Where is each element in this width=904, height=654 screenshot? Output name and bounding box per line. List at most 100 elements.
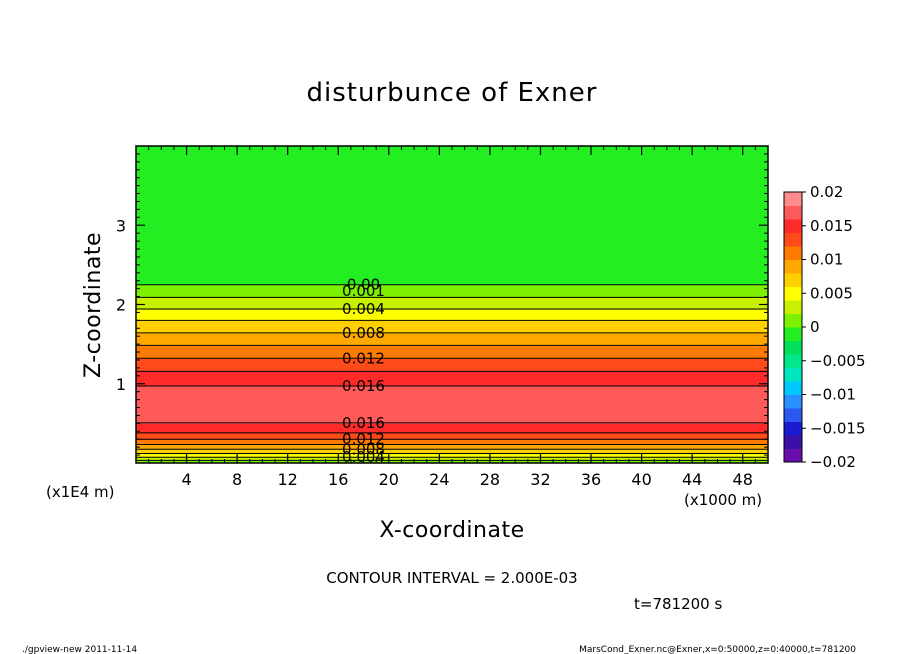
- color-band: [136, 440, 768, 443]
- color-band: [136, 336, 768, 339]
- color-band: [136, 364, 768, 367]
- contour-label: 0.008: [342, 440, 385, 458]
- contour-label: 0.001: [342, 282, 385, 300]
- colorbar-tick-label: 0.02: [810, 183, 843, 201]
- colorbar-tick-label: 0.015: [810, 217, 853, 235]
- x-tick-labels: 4 8 12 16 20 24 28 32 36 40 44 48: [181, 470, 752, 489]
- color-band: [136, 358, 768, 361]
- color-band: [136, 315, 768, 318]
- contour-label: 0.008: [342, 324, 385, 342]
- y-unit-label: (x1E4 m): [46, 483, 115, 501]
- color-band: [136, 312, 768, 315]
- color-band: [136, 226, 768, 230]
- color-band: [136, 153, 768, 157]
- color-band: [136, 253, 768, 256]
- color-band: [136, 386, 768, 390]
- colorbar-tick-labels: 0.02 0.015 0.01 0.005 0 −0.005 −0.01 −0.015 −0.0…: [810, 183, 866, 471]
- x-tick-label: 24: [429, 470, 449, 489]
- color-band: [136, 339, 768, 342]
- contour-label: 0.012: [342, 349, 385, 367]
- color-band: [136, 244, 768, 247]
- colorbar-segment: [784, 219, 802, 233]
- color-band: [136, 369, 768, 372]
- color-band: [136, 223, 768, 226]
- color-band: [136, 333, 768, 336]
- color-band: [136, 195, 768, 198]
- colorbar-segment: [784, 232, 802, 247]
- color-band: [136, 325, 768, 328]
- colorbar-segment: [784, 367, 802, 382]
- color-band: [136, 275, 768, 279]
- contour-label: 0.004: [342, 300, 385, 318]
- color-band: [136, 304, 768, 307]
- color-band: [136, 271, 768, 274]
- color-band: [136, 340, 768, 344]
- x-unit-label: (x1000 m): [684, 491, 762, 509]
- color-band: [136, 158, 768, 161]
- color-band: [136, 228, 768, 231]
- color-band: [136, 442, 768, 445]
- footer-right: MarsCond_Exner.nc@Exner,x=0:50000,z=0:40…: [579, 645, 856, 654]
- color-band: [136, 171, 768, 174]
- color-band: [136, 261, 768, 264]
- color-band: [136, 149, 768, 152]
- color-band: [136, 374, 768, 377]
- color-band: [136, 424, 768, 428]
- color-band: [136, 233, 768, 236]
- color-band: [136, 361, 768, 364]
- contour-label: 0.004: [342, 448, 385, 466]
- color-band: [136, 185, 768, 188]
- color-band: [136, 412, 768, 415]
- color-band: [136, 456, 768, 459]
- color-band: [136, 405, 768, 409]
- color-band: [136, 277, 768, 280]
- contour-label: 0.00: [347, 276, 380, 294]
- color-band: [136, 207, 768, 210]
- color-band: [136, 418, 768, 421]
- color-band: [136, 166, 768, 169]
- y-tick-label: 3: [116, 216, 126, 235]
- color-band: [136, 409, 768, 412]
- colorbar-segment: [784, 313, 802, 328]
- color-band: [136, 453, 768, 456]
- color-band: [136, 334, 768, 337]
- colorbar-tick-label: −0.02: [810, 453, 856, 471]
- color-band: [136, 237, 768, 241]
- color-band: [136, 187, 768, 190]
- color-band: [136, 168, 768, 171]
- color-band: [136, 310, 768, 314]
- x-tick-label: 12: [278, 470, 298, 489]
- color-band: [136, 396, 768, 399]
- color-band: [136, 203, 768, 206]
- color-band: [136, 222, 768, 225]
- color-band: [136, 350, 768, 353]
- color-band: [136, 415, 768, 418]
- colorbar-segment: [784, 259, 802, 274]
- color-band: [136, 402, 768, 405]
- color-band: [136, 220, 768, 223]
- color-band: [136, 215, 768, 218]
- color-band: [136, 388, 768, 391]
- color-band: [136, 353, 768, 356]
- color-band: [136, 378, 768, 382]
- color-band: [136, 398, 768, 401]
- color-band: [136, 298, 768, 301]
- color-band: [136, 268, 768, 271]
- color-band: [136, 218, 768, 222]
- color-band: [136, 188, 768, 191]
- color-band: [136, 247, 768, 250]
- color-band: [136, 320, 768, 323]
- color-band: [136, 348, 768, 352]
- color-band: [136, 258, 768, 261]
- color-band: [136, 323, 768, 326]
- color-band: [136, 177, 768, 180]
- colorbar-tick-label: −0.01: [810, 386, 856, 404]
- colorbar-segment: [784, 448, 802, 463]
- color-band: [136, 328, 768, 331]
- color-band: [136, 393, 768, 396]
- color-band: [136, 371, 768, 374]
- color-band: [136, 198, 768, 201]
- color-band: [136, 407, 768, 410]
- color-band: [136, 245, 768, 249]
- color-band: [136, 359, 768, 363]
